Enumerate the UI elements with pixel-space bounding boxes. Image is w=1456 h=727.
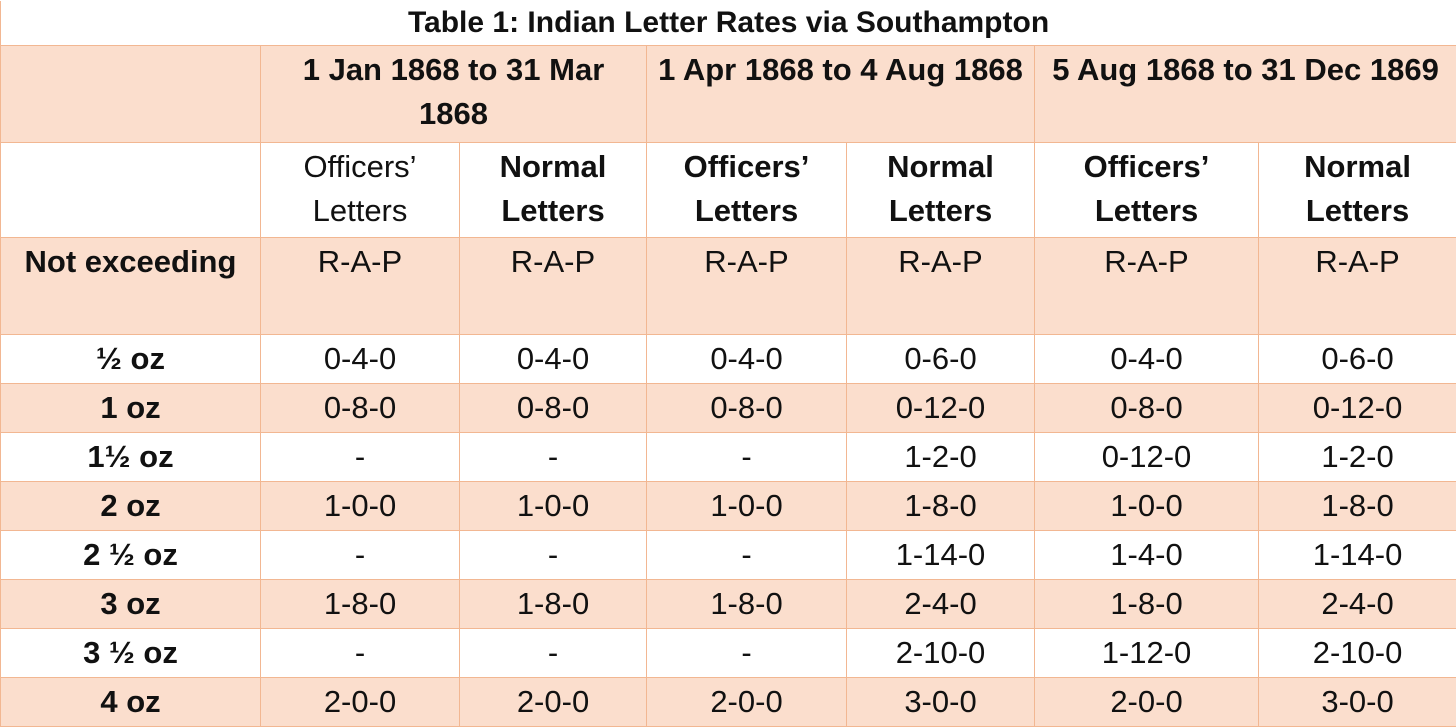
weight-cell: 1 oz: [1, 384, 261, 433]
weight-cell: 2 ½ oz: [1, 531, 261, 580]
rate-cell: 2-0-0: [647, 678, 847, 727]
rate-cell: 0-8-0: [1035, 384, 1259, 433]
rate-cell: 2-0-0: [261, 678, 460, 727]
rate-cell: -: [261, 433, 460, 482]
weight-cell: ½ oz: [1, 335, 261, 384]
weight-cell: 3 ½ oz: [1, 629, 261, 678]
letter-type-header: Normal Letters: [460, 143, 647, 238]
rate-cell: 0-8-0: [460, 384, 647, 433]
rate-cell: 3-0-0: [1259, 678, 1456, 727]
rate-cell: 1-0-0: [261, 482, 460, 531]
rate-cell: -: [460, 433, 647, 482]
rate-cell: 1-8-0: [1259, 482, 1456, 531]
period-header: 1 Jan 1868 to 31 Mar 1868: [261, 46, 647, 143]
rate-cell: -: [647, 433, 847, 482]
rate-cell: 2-0-0: [460, 678, 647, 727]
rate-cell: 1-14-0: [847, 531, 1035, 580]
rate-cell: 1-14-0: [1259, 531, 1456, 580]
blank-cell: [1, 143, 261, 238]
weight-cell: 2 oz: [1, 482, 261, 531]
rate-cell: 0-8-0: [261, 384, 460, 433]
rate-cell: -: [460, 531, 647, 580]
rate-cell: -: [460, 629, 647, 678]
rate-cell: 0-4-0: [1035, 335, 1259, 384]
letter-type-header: Normal Letters: [847, 143, 1035, 238]
rate-cell: 1-2-0: [1259, 433, 1456, 482]
rate-cell: 2-0-0: [1035, 678, 1259, 727]
rate-cell: 1-8-0: [1035, 580, 1259, 629]
rate-cell: 1-0-0: [1035, 482, 1259, 531]
unit-label: R-A-P: [1035, 238, 1259, 335]
table-title: Table 1: Indian Letter Rates via Southam…: [1, 1, 1456, 46]
rate-cell: 2-4-0: [847, 580, 1035, 629]
rate-cell: 1-8-0: [460, 580, 647, 629]
letter-type-header: Officers’ Letters: [647, 143, 847, 238]
rate-cell: 0-12-0: [1259, 384, 1456, 433]
rate-cell: 0-6-0: [847, 335, 1035, 384]
rate-cell: 1-0-0: [460, 482, 647, 531]
weight-cell: 3 oz: [1, 580, 261, 629]
unit-label: R-A-P: [261, 238, 460, 335]
rate-cell: -: [647, 629, 847, 678]
rate-cell: 0-4-0: [647, 335, 847, 384]
letter-type-header: Normal Letters: [1259, 143, 1456, 238]
rate-cell: 2-4-0: [1259, 580, 1456, 629]
period-header-row: 1 Jan 1868 to 31 Mar 1868 1 Apr 1868 to …: [1, 46, 1456, 143]
letter-type-header: Officers’ Letters: [261, 143, 460, 238]
unit-label: R-A-P: [1259, 238, 1456, 335]
letter-type-header: Officers’ Letters: [1035, 143, 1259, 238]
unit-label: R-A-P: [460, 238, 647, 335]
rate-cell: 0-12-0: [847, 384, 1035, 433]
rate-cell: 3-0-0: [847, 678, 1035, 727]
rate-cell: 1-8-0: [261, 580, 460, 629]
weight-cell: 1½ oz: [1, 433, 261, 482]
period-header: 1 Apr 1868 to 4 Aug 1868: [647, 46, 1035, 143]
row-header-label: Not exceeding: [1, 238, 261, 335]
unit-label: R-A-P: [647, 238, 847, 335]
rate-cell: 0-6-0: [1259, 335, 1456, 384]
rate-cell: -: [261, 629, 460, 678]
rate-cell: 2-10-0: [847, 629, 1035, 678]
rate-cell: 1-8-0: [847, 482, 1035, 531]
rate-cell: 1-0-0: [647, 482, 847, 531]
rate-cell: 1-8-0: [647, 580, 847, 629]
rate-cell: 0-12-0: [1035, 433, 1259, 482]
rate-cell: 1-4-0: [1035, 531, 1259, 580]
weight-cell: 4 oz: [1, 678, 261, 727]
rate-cell: 0-4-0: [460, 335, 647, 384]
unit-label: R-A-P: [847, 238, 1035, 335]
rate-cell: 0-4-0: [261, 335, 460, 384]
rate-cell: 1-12-0: [1035, 629, 1259, 678]
rate-cell: 0-8-0: [647, 384, 847, 433]
rate-cell: -: [647, 531, 847, 580]
rate-cell: 2-10-0: [1259, 629, 1456, 678]
rate-cell: -: [261, 531, 460, 580]
corner-cell: [1, 46, 261, 143]
rate-cell: 1-2-0: [847, 433, 1035, 482]
period-header: 5 Aug 1868 to 31 Dec 1869: [1035, 46, 1456, 143]
